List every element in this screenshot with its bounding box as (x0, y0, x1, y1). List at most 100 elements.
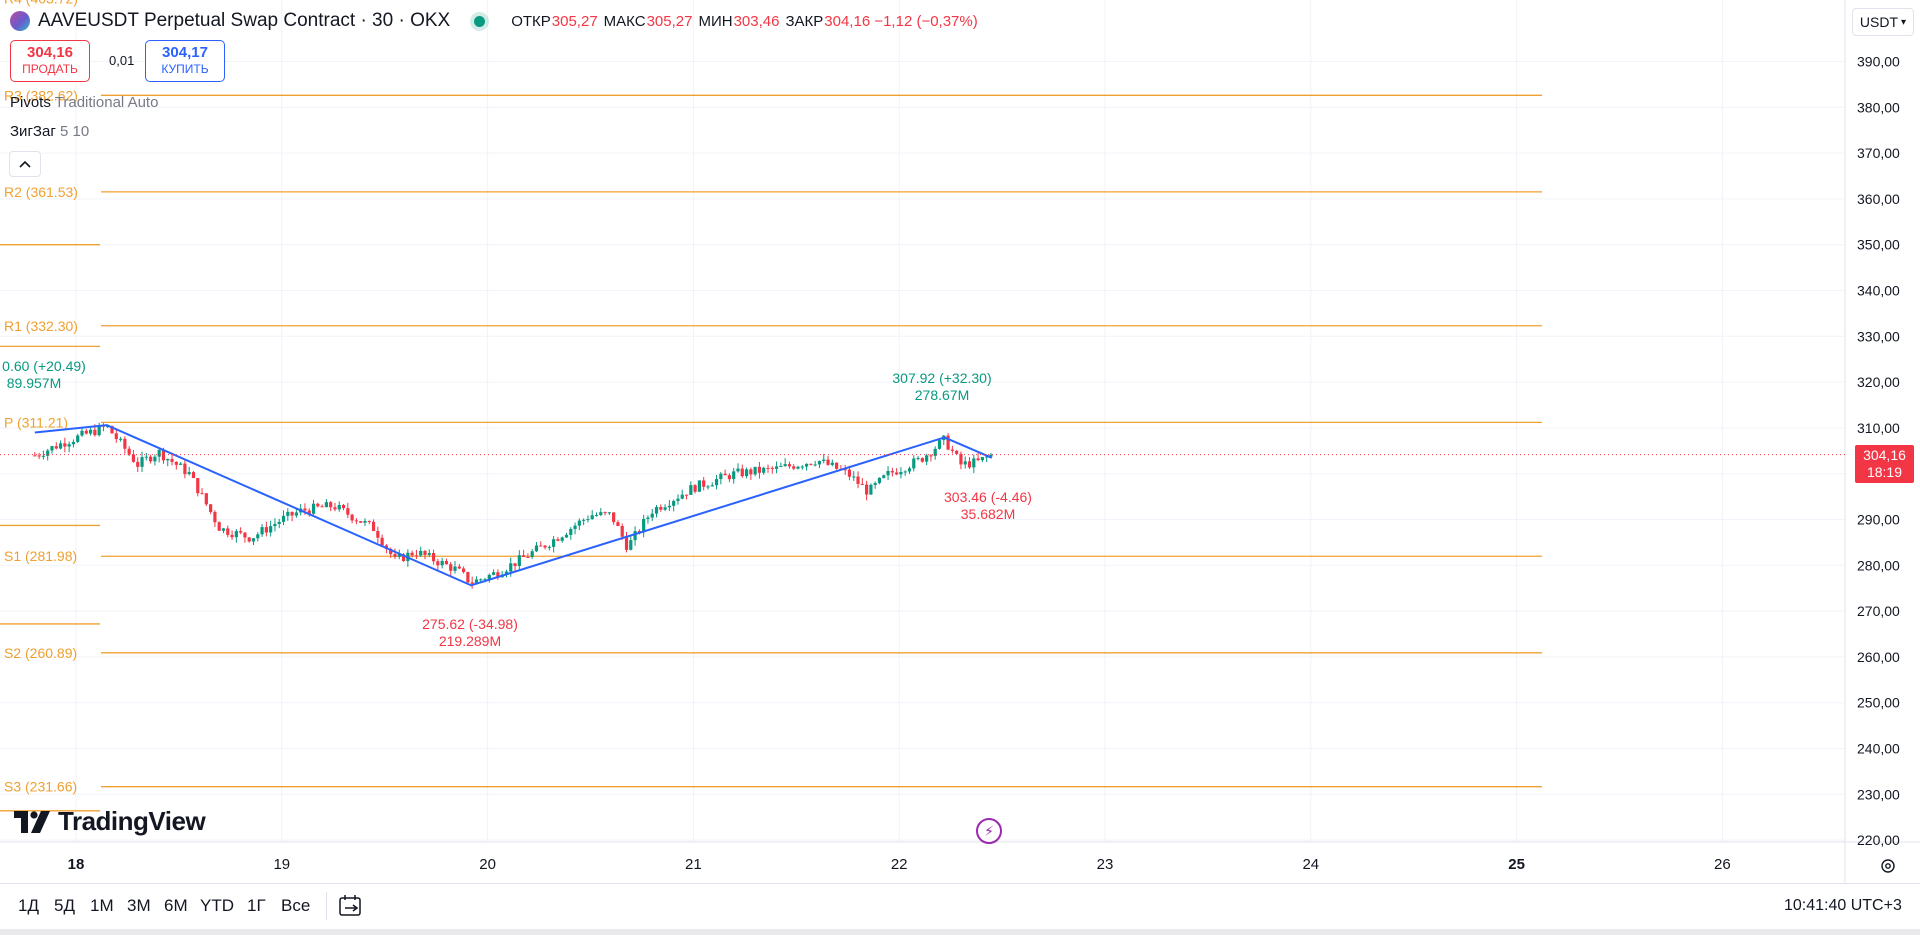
scale-settings-button[interactable] (1876, 854, 1900, 878)
buy-price: 304,17 (162, 44, 208, 61)
candle-body (76, 435, 80, 442)
zigzag-volume-label: 35.682M (961, 506, 1015, 522)
price-tick-label: 260,00 (1857, 649, 1900, 665)
candle-body (157, 449, 161, 457)
price-chart[interactable]: 390,00 380,00 370,00 360,00 350,00 340,00 330,… (0, 0, 1920, 883)
candle-body (633, 531, 637, 541)
candle-body (706, 486, 710, 488)
candle-body (929, 455, 933, 457)
tradingview-mark-icon (14, 810, 50, 833)
indicator-zigzag[interactable]: ЗигЗаг 5 10 (10, 123, 89, 140)
candle-body (714, 479, 719, 486)
sell-label: ПРОДАТЬ (22, 62, 78, 76)
candle-body (256, 534, 260, 539)
candle-body (967, 461, 972, 468)
candle-body (444, 560, 449, 565)
range-1d-button[interactable]: 1Д (18, 896, 39, 915)
page-scrollbar[interactable] (0, 929, 1920, 935)
candle-body (166, 459, 170, 461)
range-3m-button[interactable]: 3М (127, 896, 151, 915)
sell-button[interactable]: 304,16 ПРОДАТЬ (10, 40, 90, 82)
indicator-pivots-name: Pivots (10, 94, 51, 111)
candle-body (153, 456, 157, 462)
ohlc-open-label: ОТКР (511, 12, 551, 30)
candle-body (710, 485, 714, 487)
range-1m-button[interactable]: 1М (90, 896, 114, 915)
candle-body (552, 539, 556, 547)
candle-body (770, 467, 774, 469)
price-tick-label: 320,00 (1857, 374, 1900, 390)
indicator-zigzag-name: ЗигЗаг (10, 123, 56, 140)
candle-body (757, 466, 762, 473)
candle-body (209, 504, 213, 512)
range-1y-button[interactable]: 1Г (247, 896, 266, 915)
aave-logo-icon (10, 11, 30, 31)
currency-selector[interactable]: USDT ▾ (1852, 8, 1914, 36)
candle-body (123, 438, 127, 449)
candle-body (895, 472, 899, 475)
candle-body (650, 513, 654, 518)
range-6m-button[interactable]: 6М (164, 896, 188, 915)
currency-label: USDT (1859, 14, 1899, 30)
candle-body (431, 553, 436, 562)
candle-body (324, 502, 328, 508)
candle-body (659, 507, 663, 510)
candle-body (985, 456, 989, 458)
candle-body (71, 441, 76, 445)
candle-body (110, 426, 114, 434)
time-tick-label: 26 (1714, 856, 1731, 873)
candle-body (260, 527, 264, 535)
collapse-legend-button[interactable] (9, 151, 41, 177)
candle-body (547, 546, 551, 548)
candle-body (800, 466, 804, 468)
range-5d-button[interactable]: 5Д (54, 896, 75, 915)
candle-body (642, 518, 646, 533)
time-tick-label: 23 (1097, 856, 1114, 873)
candle-body (783, 464, 787, 467)
symbol-legend: AAVEUSDT Perpetual Swap Contract · 30 · … (10, 9, 978, 33)
candle-body (989, 454, 993, 457)
candle-body (397, 554, 401, 557)
candles (33, 422, 993, 589)
pivot-label: R3 (382.62) (4, 87, 78, 103)
zigzag-volume-label: 219.289M (439, 633, 501, 649)
symbol-title[interactable]: AAVEUSDT Perpetual Swap Contract · 30 · … (38, 10, 451, 31)
date-range-button[interactable] (338, 893, 364, 924)
candle-body (234, 531, 238, 538)
range-all-button[interactable]: Все (281, 896, 311, 915)
price-tick-label: 290,00 (1857, 512, 1900, 528)
buy-button[interactable]: 304,17 КУПИТЬ (145, 40, 225, 82)
clock-timezone[interactable]: 10:41:40 UTC+3 (1784, 897, 1902, 914)
price-tick-label: 340,00 (1857, 283, 1900, 299)
market-status-icon[interactable] (474, 15, 486, 27)
candle-body (371, 521, 376, 531)
candle-body (419, 550, 423, 556)
candle-body (170, 459, 174, 462)
toolbar-divider (326, 892, 327, 920)
candle-body (594, 514, 599, 516)
candle-body (629, 540, 633, 550)
candle-body (63, 443, 67, 447)
candle-body (174, 461, 178, 465)
candle-body (196, 478, 200, 494)
pivot-label: P (311.21) (4, 414, 68, 430)
lightning-icon[interactable]: ⚡ (976, 818, 1002, 844)
candle-body (976, 458, 980, 461)
candle-body (294, 512, 298, 516)
tradingview-logo[interactable]: TradingView (14, 806, 206, 837)
candle-body (950, 449, 954, 451)
candle-body (624, 536, 629, 550)
range-ytd-button[interactable]: YTD (200, 896, 234, 915)
candle-body (80, 430, 84, 436)
candle-body (646, 517, 650, 519)
candle-body (200, 493, 204, 495)
candle-body (582, 519, 586, 521)
candle-body (556, 539, 560, 541)
candle-body (277, 521, 281, 524)
candle-body (221, 528, 226, 531)
candle-body (393, 554, 397, 557)
last-price-tag: 304,16 18:19 (1855, 445, 1914, 483)
indicator-pivots[interactable]: Pivots Traditional Auto (10, 94, 158, 111)
pivot-label: R1 (332.30) (4, 318, 78, 334)
candle-body (269, 526, 273, 533)
